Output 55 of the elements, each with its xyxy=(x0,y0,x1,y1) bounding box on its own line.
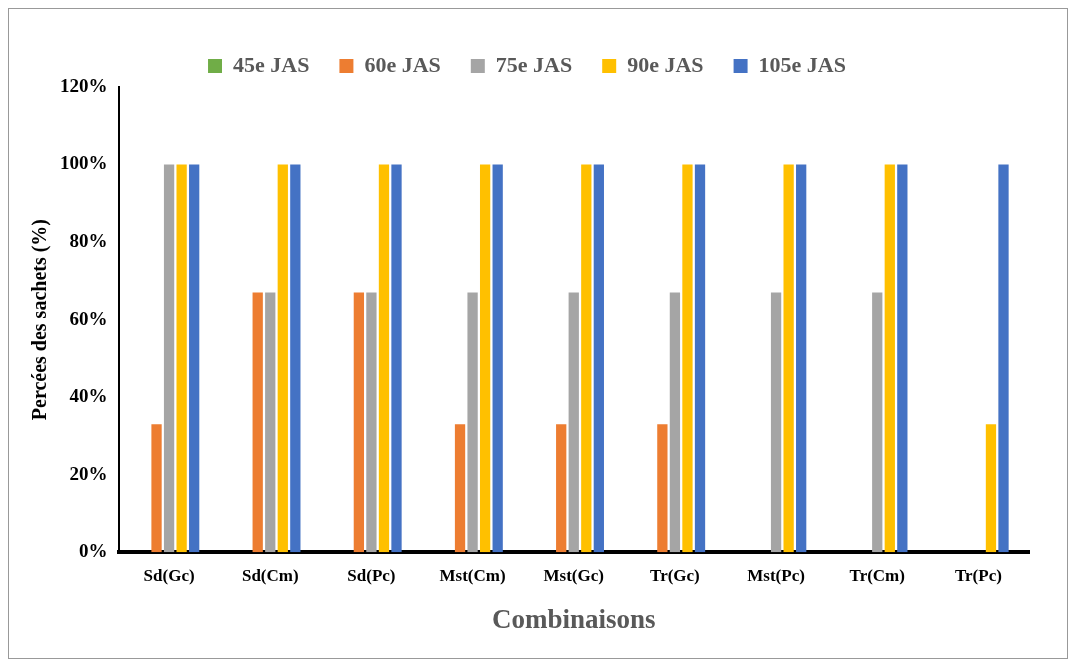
bar xyxy=(657,424,668,553)
legend-label: 60e JAS xyxy=(364,51,441,77)
bar xyxy=(568,292,579,553)
x-tick-label: Tr(Pc) xyxy=(954,565,1002,585)
bar xyxy=(783,164,794,553)
bar xyxy=(391,164,402,553)
bar xyxy=(467,292,478,553)
y-tick-label: 120% xyxy=(60,74,108,96)
bar xyxy=(163,164,175,553)
bar xyxy=(694,164,706,553)
x-tick-label: Sd(Gc) xyxy=(143,565,195,585)
bar xyxy=(897,164,908,553)
bar xyxy=(492,164,503,553)
y-tick-label: 20% xyxy=(69,462,108,484)
bar xyxy=(378,164,390,553)
bar xyxy=(151,424,162,553)
y-axis-title: Percées des sachets (%) xyxy=(28,218,52,421)
bar xyxy=(884,164,895,553)
legend-label: 45e JAS xyxy=(233,51,310,77)
y-tick-label: 60% xyxy=(69,307,108,329)
bar xyxy=(252,292,263,553)
bar xyxy=(682,164,693,553)
bar xyxy=(998,164,1009,553)
bar xyxy=(176,164,187,553)
bar xyxy=(189,164,200,553)
bar xyxy=(796,164,807,553)
x-tick-label: Tr(Gc) xyxy=(650,565,700,585)
legend-label: 105e JAS xyxy=(758,51,846,77)
x-tick-label: Sd(Cm) xyxy=(241,565,299,585)
x-tick-label: Sd(Pc) xyxy=(347,565,396,585)
x-tick-label: Mst(Gc) xyxy=(543,565,604,585)
y-tick-label: 40% xyxy=(69,385,108,407)
bar xyxy=(669,292,681,553)
x-tick-label: Tr(Cm) xyxy=(849,565,905,585)
bar xyxy=(985,424,997,553)
bar xyxy=(265,292,276,553)
y-tick-label: 0% xyxy=(79,540,108,562)
x-axis-title: Combinaisons xyxy=(491,603,656,634)
bar xyxy=(479,164,491,553)
bar xyxy=(581,164,592,553)
bar xyxy=(556,424,567,553)
bar xyxy=(290,164,301,553)
y-tick-label: 80% xyxy=(69,229,108,251)
legend-label: 90e JAS xyxy=(627,51,704,77)
bar xyxy=(366,292,377,553)
bar xyxy=(277,164,288,553)
bar xyxy=(454,424,466,553)
x-tick-label: Mst(Cm) xyxy=(439,565,506,585)
bar xyxy=(593,164,604,553)
x-tick-label: Mst(Pc) xyxy=(747,565,805,585)
bar xyxy=(770,292,782,553)
bar xyxy=(872,292,883,553)
bar xyxy=(353,292,365,553)
legend-label: 75e JAS xyxy=(495,51,573,77)
y-tick-label: 100% xyxy=(60,152,108,174)
